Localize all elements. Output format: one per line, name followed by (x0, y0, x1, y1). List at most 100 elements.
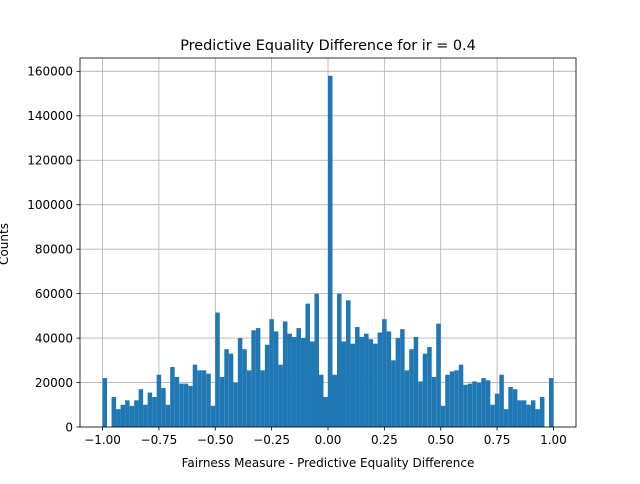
histogram-bar (490, 404, 495, 427)
histogram-bar (436, 323, 441, 427)
histogram-bar (134, 400, 139, 427)
histogram-bar (102, 378, 108, 427)
chart-title: Predictive Equality Difference for ir = … (180, 38, 476, 54)
histogram-bar (314, 293, 319, 427)
histogram-bar (278, 364, 283, 427)
histogram-bar (481, 378, 486, 427)
histogram-bar (449, 371, 455, 427)
histogram-bar (413, 336, 419, 427)
x-tick-label: −0.75 (141, 433, 178, 447)
x-tick-label: 0.50 (427, 433, 454, 447)
histogram-bar (355, 326, 360, 427)
y-axis-label: Counts (0, 223, 11, 265)
histogram-bar (233, 382, 238, 427)
histogram-bar (386, 331, 392, 427)
y-tick-label: 120000 (27, 154, 73, 168)
histogram-bar (445, 374, 450, 427)
histogram-bar (129, 405, 135, 427)
y-tick-label: 20000 (35, 376, 73, 390)
histogram-bar (328, 75, 333, 427)
y-tick-label: 80000 (35, 242, 73, 256)
histogram-bar (125, 400, 130, 427)
y-tick-label: 60000 (35, 287, 73, 301)
histogram-bar (215, 312, 220, 427)
histogram-bar (548, 378, 554, 427)
histogram-bar (346, 300, 351, 427)
histogram-bar (377, 332, 383, 427)
histogram-bar (251, 330, 256, 427)
x-tick-label: 0.75 (484, 433, 511, 447)
histogram-bar (539, 396, 545, 427)
histogram-bar (382, 319, 387, 427)
histogram-bar (323, 396, 328, 427)
x-tick-label: 1.00 (540, 433, 567, 447)
histogram-bar (418, 381, 423, 427)
histogram-bar (152, 396, 157, 427)
histogram-bar (350, 343, 356, 427)
histogram-bar (458, 364, 464, 427)
histogram-bar (260, 370, 265, 427)
histogram-bar (219, 376, 225, 427)
histogram-bar (404, 370, 410, 427)
histogram-bar (237, 338, 243, 427)
histogram-bar (300, 338, 306, 427)
histogram-bar (440, 405, 446, 427)
histogram-bar (183, 383, 189, 427)
histogram-bar (192, 364, 198, 427)
y-tick-label: 0 (65, 420, 73, 434)
histogram-bar (391, 360, 396, 427)
x-tick-label: 0.00 (315, 433, 342, 447)
histogram-bar (364, 333, 369, 427)
histogram-bar (332, 374, 338, 427)
histogram-bar (463, 384, 468, 427)
x-tick-label: −0.50 (197, 433, 234, 447)
histogram-bar (246, 370, 252, 427)
histogram-bar (111, 396, 117, 427)
histogram-bar (373, 343, 378, 427)
x-tick-label: 0.25 (371, 433, 398, 447)
histogram-bar (400, 329, 405, 427)
y-tick-label: 100000 (27, 198, 73, 212)
histogram-bar (309, 341, 315, 427)
histogram-bar (161, 388, 166, 427)
histogram-bar (472, 381, 477, 427)
x-axis-label: Fairness Measure - Predictive Equality D… (182, 456, 475, 470)
histogram-bar (264, 344, 270, 427)
histogram-bar (395, 338, 401, 427)
axes-layer: −1.00 −0.75 −0.50 −0.25 0.00 0.25 0.50 0.75 1.00… (27, 57, 577, 447)
histogram-bar (476, 382, 482, 427)
histogram-bar (165, 404, 171, 427)
histogram-bar (206, 373, 211, 427)
histogram-bar (273, 331, 279, 427)
histogram-bar (287, 333, 292, 427)
histogram-bar (521, 400, 527, 427)
histogram-bar (485, 380, 491, 427)
histogram-bar (427, 346, 432, 427)
histogram-bar (174, 376, 180, 427)
histogram-bar (499, 374, 504, 427)
histogram-bar (255, 328, 261, 427)
histogram-bar (116, 409, 121, 427)
x-tick-label: −0.25 (253, 433, 290, 447)
histogram-bar (224, 349, 229, 427)
y-tick-label: 140000 (27, 109, 73, 123)
histogram-bar (242, 349, 247, 427)
histogram-bar (269, 319, 274, 427)
histogram-bar (467, 383, 473, 427)
histogram-bar (508, 386, 513, 427)
histogram-bar (535, 409, 540, 427)
histogram-bar (526, 404, 531, 427)
histogram-bar (337, 293, 342, 427)
histogram-bar (517, 400, 522, 427)
histogram-bar (170, 366, 175, 427)
y-tick-label: 160000 (27, 65, 73, 79)
histogram-bar (305, 303, 310, 427)
histogram-bar (156, 374, 162, 427)
histogram-bar (341, 341, 347, 427)
x-tick-label: −1.00 (84, 433, 121, 447)
histogram-bar (422, 353, 428, 427)
histogram-bar (228, 353, 234, 427)
histogram-bar (431, 376, 437, 427)
